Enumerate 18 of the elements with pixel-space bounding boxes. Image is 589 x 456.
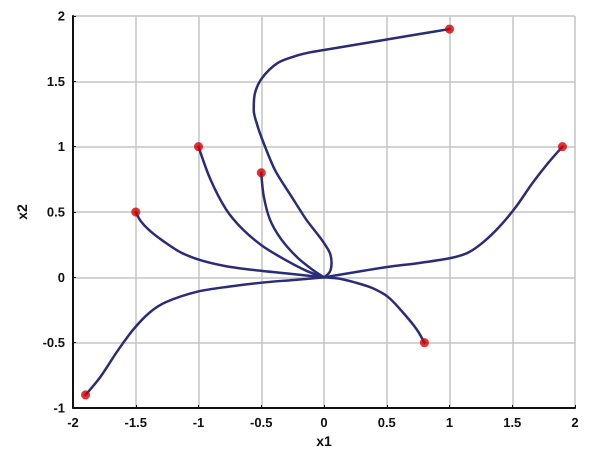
x-tick-label: -1.5: [124, 415, 147, 430]
x-tick-label: 2: [571, 415, 579, 430]
x-tick-label: 0: [320, 415, 328, 430]
x-tick-label: 1.5: [503, 415, 522, 430]
x-tick-label: -2: [67, 415, 79, 430]
x-axis-title: x1: [316, 433, 332, 449]
x-tick-label: 0.5: [378, 415, 396, 430]
y-tick-label: 1: [58, 139, 65, 154]
y-axis-title: x2: [14, 204, 30, 220]
y-tick-label: -0.5: [42, 335, 65, 350]
y-tick-label: -1: [53, 400, 65, 416]
y-tick-label: 1.5: [46, 74, 65, 89]
x-tick-label: 1: [446, 415, 454, 430]
x-tick-label: -1: [192, 415, 204, 430]
y-tick-label: 0.5: [46, 204, 65, 220]
x-tick-label: -0.5: [250, 415, 272, 430]
y-tick-label: 0: [58, 270, 65, 285]
y-tick-label: 2: [58, 8, 65, 24]
